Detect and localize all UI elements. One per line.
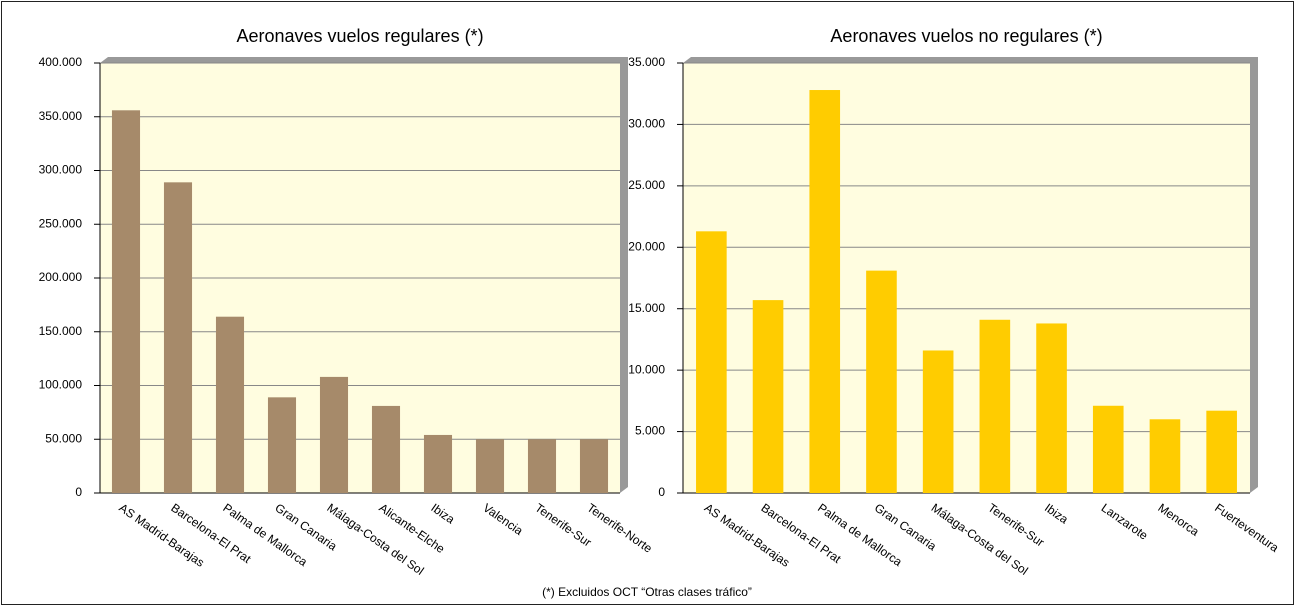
y-tick-label: 30.000	[628, 117, 665, 131]
bar	[922, 350, 954, 493]
bar	[163, 182, 193, 493]
bar	[1149, 419, 1181, 493]
y-tick-label: 300.000	[39, 163, 83, 177]
bar	[696, 231, 727, 494]
bar	[267, 397, 297, 493]
bar	[979, 319, 1011, 493]
y-tick-label: 250.000	[39, 216, 83, 230]
y-tick-label: 15.000	[628, 301, 665, 315]
bar	[423, 434, 453, 493]
y-tick-label: 25.000	[628, 178, 665, 192]
y-tick-label: 400.000	[39, 55, 83, 69]
bar	[1206, 410, 1237, 493]
y-tick-label: 35.000	[628, 55, 665, 69]
chart-title: Aeronaves vuelos regulares (*)	[236, 26, 483, 46]
y-tick-label: 10.000	[628, 362, 665, 376]
y-tick-label: 5.000	[635, 424, 665, 438]
bar	[475, 439, 505, 493]
y-tick-label: 150.000	[39, 324, 83, 338]
footnote: (*) Excluidos OCT “Otras clases tráfico”	[542, 585, 752, 599]
y-tick-label: 200.000	[39, 270, 83, 284]
bar	[371, 405, 401, 493]
y-tick-label: 0	[75, 485, 82, 499]
bar	[111, 110, 141, 494]
y-tick-label: 0	[658, 485, 665, 499]
bar	[866, 270, 897, 493]
bar	[579, 439, 609, 493]
y-tick-label: 20.000	[628, 239, 665, 253]
y-tick-label: 350.000	[39, 109, 83, 123]
bar	[752, 300, 784, 493]
bar	[319, 376, 349, 493]
bar	[215, 316, 245, 493]
bar	[527, 439, 557, 493]
y-tick-label: 100.000	[39, 378, 83, 392]
y-tick-label: 50.000	[45, 431, 82, 445]
bar	[1036, 323, 1067, 493]
chart-title: Aeronaves vuelos no regulares (*)	[830, 26, 1102, 46]
bar	[809, 90, 841, 494]
bar	[1092, 405, 1124, 493]
